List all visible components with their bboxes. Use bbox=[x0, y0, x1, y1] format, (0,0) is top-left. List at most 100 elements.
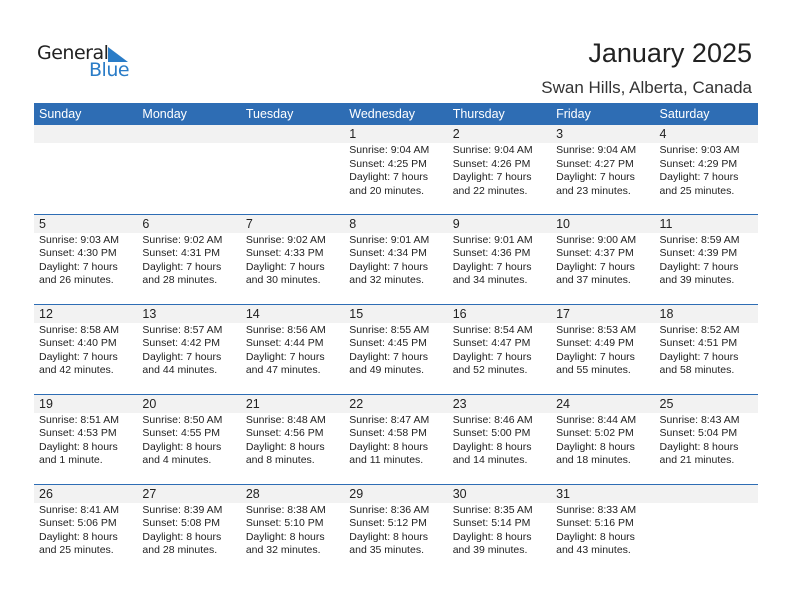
day-cell: 18 Sunrise: 8:52 AM Sunset: 4:51 PM Dayligh… bbox=[655, 305, 758, 395]
sunrise-text: Sunrise: 9:04 AM bbox=[452, 144, 533, 156]
day-number: 10 bbox=[556, 216, 571, 231]
day-cell: 26 Sunrise: 8:41 AM Sunset: 5:06 PM Dayligh… bbox=[34, 485, 137, 575]
day-cell: 23 Sunrise: 8:46 AM Sunset: 5:00 PM Dayligh… bbox=[448, 395, 551, 485]
day-number: 18 bbox=[659, 306, 674, 321]
sunset-text: Sunset: 4:27 PM bbox=[556, 157, 634, 170]
daylight-text: Daylight: 8 hours bbox=[245, 530, 325, 543]
day-number: 2 bbox=[452, 127, 460, 141]
daylight-minutes-text: and 4 minutes. bbox=[142, 454, 212, 466]
day-cell: 29 Sunrise: 8:36 AM Sunset: 5:12 PM Dayligh… bbox=[344, 485, 447, 575]
sunset-text: Sunset: 4:42 PM bbox=[142, 337, 221, 349]
sunrise-text: Sunrise: 8:54 AM bbox=[452, 323, 533, 336]
sunset-text: Sunset: 5:02 PM bbox=[556, 427, 634, 439]
day-number: 28 bbox=[245, 486, 260, 501]
daylight-minutes-text: and 34 minutes. bbox=[452, 274, 528, 286]
empty-cell bbox=[34, 125, 137, 215]
sunset-text: Sunset: 5:04 PM bbox=[659, 427, 738, 439]
sunset-text: Sunset: 4:36 PM bbox=[452, 247, 531, 259]
daylight-minutes-text: and 52 minutes. bbox=[452, 364, 528, 376]
daylight-text: Daylight: 7 hours bbox=[556, 260, 635, 273]
logo-triangle-icon bbox=[108, 47, 128, 62]
day-cell: 6 Sunrise: 9:02 AM Sunset: 4:31 PM Daylight… bbox=[137, 215, 240, 305]
daylight-minutes-text: and 14 minutes. bbox=[452, 454, 528, 466]
weekday-saturday: Saturday bbox=[659, 107, 710, 121]
day-number: 24 bbox=[556, 396, 571, 411]
weekday-wednesday: Wednesday bbox=[349, 107, 416, 121]
day-number: 15 bbox=[349, 306, 364, 321]
sunset-text: Sunset: 4:29 PM bbox=[659, 157, 738, 170]
sunset-text: Sunset: 4:55 PM bbox=[142, 427, 221, 439]
daylight-minutes-text: and 32 minutes. bbox=[245, 544, 321, 556]
daylight-minutes-text: and 55 minutes. bbox=[556, 364, 631, 376]
daylight-minutes-text: and 1 minute. bbox=[39, 454, 103, 466]
daylight-text: Daylight: 7 hours bbox=[349, 260, 429, 273]
sunset-text: Sunset: 4:56 PM bbox=[245, 427, 324, 439]
empty-cell bbox=[241, 125, 344, 215]
day-number: 1 bbox=[349, 127, 357, 141]
daylight-minutes-text: and 22 minutes. bbox=[452, 184, 528, 197]
sunrise-text: Sunrise: 8:41 AM bbox=[39, 503, 119, 516]
day-cell: 9 Sunrise: 9:01 AM Sunset: 4:36 PM Daylight… bbox=[448, 215, 551, 305]
sunrise-text: Sunrise: 8:43 AM bbox=[659, 413, 740, 426]
weekday-tuesday: Tuesday bbox=[245, 107, 294, 121]
calendar-week: 5 Sunrise: 9:03 AM Sunset: 4:30 PM Daylight… bbox=[34, 213, 758, 305]
daylight-text: Daylight: 7 hours bbox=[452, 260, 532, 273]
daylight-minutes-text: and 20 minutes. bbox=[349, 184, 424, 197]
day-number: 21 bbox=[245, 396, 260, 411]
sunrise-text: Sunrise: 8:33 AM bbox=[556, 503, 637, 516]
day-cell: 4 Sunrise: 9:03 AM Sunset: 4:29 PM Daylight… bbox=[655, 125, 758, 215]
sunset-text: Sunset: 5:12 PM bbox=[349, 517, 427, 529]
sunset-text: Sunset: 4:34 PM bbox=[349, 247, 427, 259]
daylight-minutes-text: and 21 minutes. bbox=[659, 454, 735, 466]
day-number: 25 bbox=[659, 396, 674, 411]
daylight-text: Daylight: 8 hours bbox=[556, 530, 635, 543]
empty-cell bbox=[137, 125, 240, 215]
daylight-text: Daylight: 7 hours bbox=[659, 171, 739, 183]
daylight-text: Daylight: 8 hours bbox=[659, 440, 739, 453]
day-cell: 3 Sunrise: 9:04 AM Sunset: 4:27 PM Daylight… bbox=[551, 125, 654, 215]
page-title: January 2025 bbox=[588, 38, 752, 68]
sunset-text: Sunset: 5:14 PM bbox=[452, 517, 531, 529]
daylight-text: Daylight: 7 hours bbox=[349, 350, 429, 363]
day-cell: 5 Sunrise: 9:03 AM Sunset: 4:30 PM Daylight… bbox=[34, 215, 137, 305]
sunrise-text: Sunrise: 8:55 AM bbox=[349, 323, 430, 336]
day-cell: 13 Sunrise: 8:57 AM Sunset: 4:42 PM Dayligh… bbox=[137, 305, 240, 395]
daylight-text: Daylight: 7 hours bbox=[142, 260, 222, 273]
daylight-minutes-text: and 28 minutes. bbox=[142, 274, 218, 286]
daylight-text: Daylight: 8 hours bbox=[452, 440, 532, 453]
daylight-minutes-text: and 8 minutes. bbox=[245, 454, 315, 466]
sunset-text: Sunset: 5:00 PM bbox=[452, 427, 531, 439]
sunset-text: Sunset: 5:16 PM bbox=[556, 517, 634, 529]
day-cell: 31 Sunrise: 8:33 AM Sunset: 5:16 PM Dayligh… bbox=[551, 485, 654, 575]
day-number: 19 bbox=[39, 396, 53, 411]
day-number: 30 bbox=[452, 486, 467, 501]
sunset-text: Sunset: 5:10 PM bbox=[245, 517, 324, 529]
day-cell: 28 Sunrise: 8:38 AM Sunset: 5:10 PM Dayligh… bbox=[241, 485, 344, 575]
daylight-text: Daylight: 7 hours bbox=[556, 350, 635, 363]
sunrise-text: Sunrise: 9:00 AM bbox=[556, 233, 637, 246]
sunrise-text: Sunrise: 8:59 AM bbox=[659, 233, 740, 246]
sunrise-text: Sunrise: 8:56 AM bbox=[245, 323, 326, 336]
day-number: 12 bbox=[39, 306, 53, 321]
daylight-minutes-text: and 25 minutes. bbox=[659, 184, 735, 197]
sunrise-text: Sunrise: 8:39 AM bbox=[142, 503, 223, 516]
day-cell: 12 Sunrise: 8:58 AM Sunset: 4:40 PM Dayligh… bbox=[34, 305, 137, 395]
daylight-minutes-text: and 18 minutes. bbox=[556, 454, 631, 466]
day-cell: 27 Sunrise: 8:39 AM Sunset: 5:08 PM Dayligh… bbox=[137, 485, 240, 575]
sunset-text: Sunset: 4:51 PM bbox=[659, 337, 738, 349]
calendar-week: 1 Sunrise: 9:04 AM Sunset: 4:25 PM Daylight… bbox=[34, 125, 758, 215]
sunset-text: Sunset: 4:49 PM bbox=[556, 337, 634, 349]
sunset-text: Sunset: 4:40 PM bbox=[39, 337, 117, 349]
daylight-text: Daylight: 7 hours bbox=[556, 171, 635, 183]
daylight-text: Daylight: 8 hours bbox=[349, 530, 429, 543]
daylight-minutes-text: and 37 minutes. bbox=[556, 274, 631, 286]
date-band bbox=[34, 394, 758, 413]
day-number: 14 bbox=[245, 306, 260, 321]
sunrise-text: Sunrise: 8:36 AM bbox=[349, 503, 430, 516]
daylight-text: Daylight: 8 hours bbox=[245, 440, 325, 453]
sunrise-text: Sunrise: 8:38 AM bbox=[245, 503, 326, 516]
date-band bbox=[34, 125, 758, 143]
daylight-text: Daylight: 7 hours bbox=[452, 171, 532, 183]
sunrise-text: Sunrise: 8:58 AM bbox=[39, 323, 119, 336]
day-number: 29 bbox=[349, 486, 364, 501]
